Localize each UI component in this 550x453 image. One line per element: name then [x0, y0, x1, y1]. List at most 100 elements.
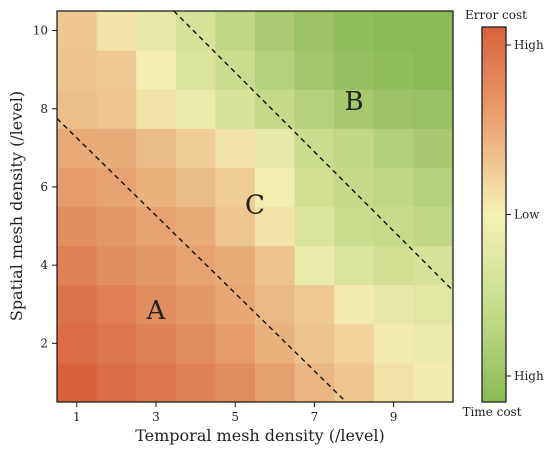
heatmap-cell [136, 89, 177, 129]
region-label-b: B [344, 87, 363, 117]
heatmap-cell [215, 362, 256, 402]
heatmap-cell [96, 323, 137, 364]
heatmap-cell [96, 128, 137, 168]
colorbar-title-error: Error cost [465, 8, 527, 22]
heatmap-cell [175, 323, 216, 364]
y-tick-label: 8 [40, 102, 48, 116]
heatmap-cell [57, 11, 98, 51]
region-label-c: C [245, 191, 265, 221]
heatmap-cell [413, 362, 453, 402]
heatmap-cell [373, 167, 414, 207]
heatmap-cell [136, 284, 177, 325]
heatmap-cell [255, 206, 296, 247]
heatmap-cell [294, 167, 335, 207]
heatmap-cell [215, 167, 256, 207]
heatmap-cell [413, 50, 453, 90]
heatmap-cell [373, 284, 414, 325]
y-axis-ticks: 2 4 6 8 10 [33, 24, 57, 350]
heatmap-cell [334, 206, 375, 247]
heatmap-cell [175, 284, 216, 325]
heatmap-cell [96, 89, 137, 129]
heatmap-cell [255, 362, 296, 402]
heatmap-cell [294, 128, 335, 168]
heatmap-cell [334, 50, 375, 90]
heatmap-cell [413, 167, 453, 207]
heatmap-cell [294, 245, 335, 286]
heatmap-cell [294, 284, 335, 325]
heatmap-cell [294, 323, 335, 364]
heatmap-cells [57, 11, 453, 402]
heatmap-cell [57, 167, 98, 207]
colorbar-ticks: High Low High [506, 38, 544, 383]
y-axis-title: Spatial mesh density (/level) [7, 91, 26, 321]
colorbar-tick-label: High [514, 369, 544, 383]
heatmap-cell [136, 11, 177, 51]
heatmap-cell [175, 50, 216, 90]
heatmap-cell [136, 362, 177, 402]
heatmap-cell [175, 206, 216, 247]
heatmap-cell [57, 50, 98, 90]
heatmap-cell [255, 284, 296, 325]
heatmap-cell [334, 167, 375, 207]
colorbar-title-time: Time cost [462, 405, 521, 419]
heatmap-cell [175, 167, 216, 207]
heatmap-cell [96, 167, 137, 207]
heatmap-cell [96, 11, 137, 51]
heatmap-cell [57, 284, 98, 325]
heatmap-cell [413, 11, 453, 51]
boundary-dashed-line [173, 11, 453, 292]
heatmap-cell [413, 128, 453, 168]
colorbar-gradient [481, 26, 507, 403]
heatmap-cell [136, 167, 177, 207]
heatmap-cell [294, 11, 335, 51]
heatmap-cell [334, 362, 375, 402]
heatmap-cell [255, 323, 296, 364]
heatmap-cell [255, 11, 296, 51]
heatmap-cell [215, 284, 256, 325]
heatmap-cell [96, 50, 137, 90]
heatmap-cell [175, 128, 216, 168]
x-tick-label: 7 [311, 410, 319, 424]
heatmap-cell [57, 89, 98, 129]
heatmap-cell [255, 245, 296, 286]
y-tick-label: 4 [40, 258, 48, 272]
heatmap-cell [334, 323, 375, 364]
heatmap-cell [373, 245, 414, 286]
heatmap-cell [373, 11, 414, 51]
heatmap-cell [136, 245, 177, 286]
heatmap-cell [215, 245, 256, 286]
heatmap-cell [175, 11, 216, 51]
heatmap-cell [373, 128, 414, 168]
boundary-lines [57, 11, 453, 402]
heatmap-cell [294, 362, 335, 402]
x-tick-label: 5 [231, 410, 239, 424]
heatmap-cell [175, 245, 216, 286]
heatmap-cell [294, 89, 335, 129]
colorbar-tick-label: Low [514, 208, 540, 222]
region-labels: A B C [146, 87, 364, 326]
x-tick-label: 3 [152, 410, 160, 424]
heatmap-cell [57, 323, 98, 364]
heatmap-cell [96, 284, 137, 325]
heatmap-cell [136, 128, 177, 168]
heatmap-cell [96, 362, 137, 402]
x-tick-label: 9 [390, 410, 398, 424]
heatmap-cell [373, 89, 414, 129]
x-axis-title: Temporal mesh density (/level) [135, 426, 385, 445]
y-tick-label: 10 [33, 24, 48, 38]
heatmap-cell [334, 11, 375, 51]
region-label-a: A [146, 296, 167, 326]
heatmap-cell [294, 50, 335, 90]
heatmap-cell [373, 362, 414, 402]
heatmap-cell [255, 167, 296, 207]
colorbar-tick-label: High [514, 38, 544, 52]
heatmap-cell [413, 323, 453, 364]
heatmap-cell [373, 50, 414, 90]
y-tick-label: 2 [40, 336, 48, 350]
heatmap-cell [334, 284, 375, 325]
heatmap-cell [136, 50, 177, 90]
y-tick-label: 6 [40, 180, 48, 194]
heatmap-cell [255, 128, 296, 168]
heatmap-cell [96, 206, 137, 247]
